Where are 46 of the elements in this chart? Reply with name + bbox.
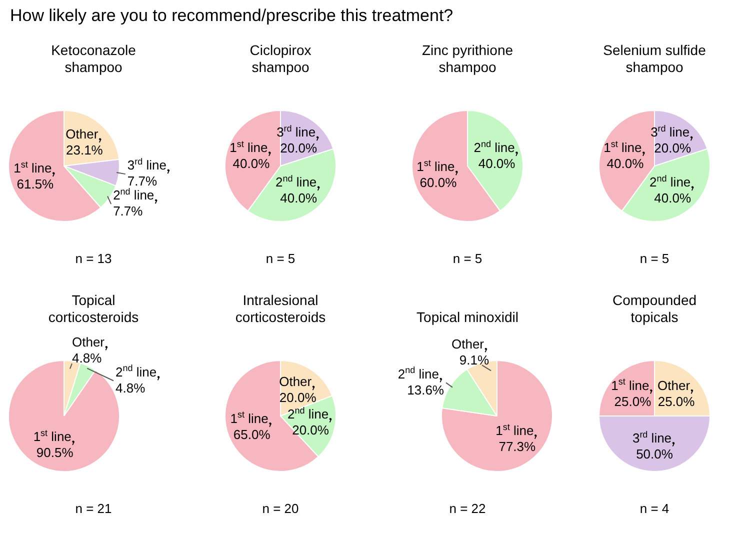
data-label: 9.1%	[459, 352, 490, 368]
chart-title: Topical minoxidil	[416, 309, 518, 326]
data-label: 60.0%	[420, 175, 458, 190]
chart-title: Topical corticosteroids	[47, 292, 140, 326]
slice-label: Other	[279, 374, 312, 390]
text: n = 5	[452, 251, 482, 268]
text: How likely are you to recommend/prescribe this treatment?	[9, 5, 454, 27]
data-label: 77.3%	[498, 438, 536, 454]
data-label: 4.8%	[116, 380, 146, 396]
data-label: 40.0%	[478, 156, 516, 172]
data-label: 25.0%	[614, 394, 652, 409]
data-label: 20.0%	[279, 390, 317, 406]
data-label: 20.0%	[280, 140, 318, 156]
data-label: 23.1%	[66, 142, 104, 158]
text: n = 4	[640, 501, 670, 518]
data-label: 25.0%	[658, 394, 696, 409]
chart-title: Compounded topicals	[611, 292, 698, 326]
chart-title: Zinc pyrithione shampoo	[420, 42, 514, 76]
data-label: 40.0%	[606, 156, 644, 172]
text: n = 21	[75, 501, 112, 518]
slice-label: Other	[66, 126, 99, 142]
chart-title: Ketoconazole shampoo	[50, 42, 137, 76]
text: n = 22	[449, 501, 486, 518]
data-label: 40.0%	[232, 156, 270, 172]
text: n = 20	[262, 501, 299, 518]
data-label: 65.0%	[233, 426, 271, 442]
data-label: 40.0%	[654, 190, 692, 206]
chart-title: Selenium sulfide shampoo	[602, 42, 707, 76]
data-label: 90.5%	[36, 444, 74, 460]
data-label: 20.0%	[292, 422, 330, 438]
data-label: 40.0%	[280, 190, 318, 206]
text: n = 13	[75, 251, 112, 268]
data-label: 7.7%	[113, 204, 144, 219]
data-label: 13.6%	[407, 382, 444, 398]
text: n = 5	[266, 251, 296, 268]
data-label: 61.5%	[16, 176, 54, 192]
chart-title: Intralesional corticosteroids	[234, 292, 327, 326]
data-label: 4.8%	[72, 350, 102, 366]
chart-title: Ciclopirox shampoo	[248, 42, 312, 76]
slice-label: Other	[451, 336, 485, 352]
text: n = 5	[640, 251, 670, 268]
slice-label: Other	[72, 334, 106, 350]
data-label: 7.7%	[127, 174, 158, 189]
data-label: 50.0%	[636, 446, 674, 462]
slice-label: Other	[658, 378, 691, 393]
data-label: 20.0%	[654, 140, 692, 156]
